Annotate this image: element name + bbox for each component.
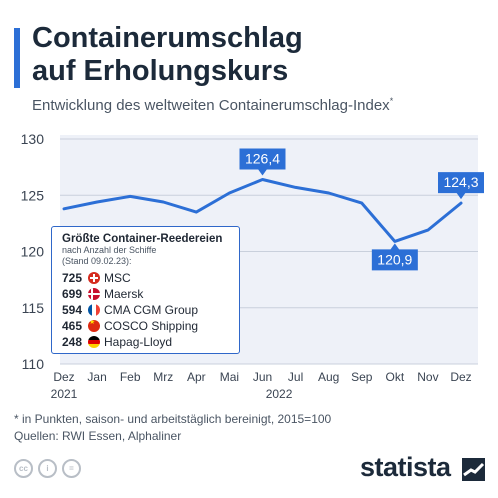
infobox-row-maersk: 699 Maersk [62, 286, 229, 302]
infobox-company: COSCO Shipping [104, 319, 199, 333]
x-axis: Dez Jan Feb Mrz Apr Mai Jun Jul Aug Sep Okt Nov Dez 2… [51, 370, 472, 400]
x-tick-label: Dez [450, 370, 471, 384]
y-tick-label: 125 [21, 187, 45, 203]
y-tick-label: 115 [22, 300, 45, 316]
footnote-definition: * in Punkten, saison- und arbeitstäglich… [14, 412, 332, 426]
data-label-text: 126,4 [245, 151, 280, 167]
chart-title: Containerumschlag auf Erholungskurs [32, 22, 472, 88]
infobox-title: Größte Container-Reedereien [62, 233, 223, 245]
x-tick-label: Jan [87, 370, 106, 384]
data-label-pointer [257, 168, 268, 176]
x-tick-label: Jul [288, 370, 303, 384]
subtitle-text: Entwicklung des weltweiten Containerumsc… [32, 97, 390, 114]
data-label-text: 120,9 [377, 251, 412, 267]
infobox-row-cosco: 465 COSCO Shipping [62, 318, 229, 334]
infobox-count: 465 [62, 319, 83, 333]
china-flag-icon [88, 320, 100, 332]
data-label: 126,4 [239, 148, 286, 176]
y-axis: 110 115 120 125 130 [21, 131, 45, 372]
infobox-row-msc: 725 MSC [62, 270, 229, 286]
license-icons: cc i = [14, 459, 81, 478]
france-flag-icon [88, 304, 100, 316]
x-tick-label: Apr [187, 370, 206, 384]
x-tick-label: Nov [417, 370, 438, 384]
chart-subtitle: Entwicklung des weltweiten Containerumsc… [32, 96, 393, 114]
data-label: 124,3 [438, 172, 484, 200]
data-labels: 126,4 120,9 124,3 [239, 148, 484, 271]
data-label-box [239, 148, 286, 170]
x-tick-label: Sep [351, 370, 373, 384]
switzerland-flag-icon [88, 272, 100, 284]
title-accent-bar [14, 28, 20, 88]
infobox-company: Hapag-Lloyd [104, 335, 173, 349]
title-line-2: auf Erholungskurs [32, 55, 289, 87]
x-tick-label: Feb [120, 370, 141, 384]
infobox-count: 699 [62, 287, 83, 301]
infobox-count: 594 [62, 303, 83, 317]
y-tick-label: 120 [21, 244, 45, 260]
data-label: 120,9 [371, 243, 418, 271]
footnote-sources: Quellen: RWI Essen, Alphaliner [14, 429, 182, 443]
attribution-icon[interactable]: i [38, 459, 57, 478]
data-label-text: 124,3 [443, 174, 478, 190]
title-line-1: Containerumschlag [32, 22, 303, 54]
data-label-pointer [456, 192, 466, 200]
x-tick-label: Mrz [153, 370, 173, 384]
x-tick-label: Aug [318, 370, 339, 384]
x-tick-label: Okt [385, 370, 404, 384]
y-tick-label: 130 [21, 131, 45, 147]
germany-flag-icon [88, 336, 100, 348]
no-derivatives-icon[interactable]: = [62, 459, 81, 478]
data-label-pointer [389, 243, 400, 251]
data-label-box [438, 172, 484, 194]
creative-commons-icon[interactable]: cc [14, 459, 33, 478]
infobox-company: MSC [104, 271, 131, 285]
y-tick-label: 110 [22, 356, 45, 372]
denmark-flag-icon [88, 288, 100, 300]
footnote: * in Punkten, saison- und arbeitstäglich… [14, 411, 331, 445]
x-year-label: 2021 [51, 387, 78, 400]
infobox-subtitle-2: (Stand 09.02.23): [62, 256, 132, 266]
x-tick-label: Jun [253, 370, 272, 384]
infobox-company: CMA CGM Group [104, 303, 199, 317]
x-year-label: 2022 [266, 387, 293, 400]
infobox-row-cma-cgm: 594 CMA CGM Group [62, 302, 229, 318]
series-line [62, 178, 463, 243]
infobox-count: 248 [62, 335, 83, 349]
subtitle-footnote-mark: * [389, 96, 394, 106]
x-tick-label: Mai [220, 370, 239, 384]
statista-logo-icon [462, 458, 485, 481]
data-label-box [371, 249, 418, 271]
infobox-count: 725 [62, 271, 83, 285]
infobox-company: Maersk [104, 287, 144, 301]
infobox-subtitle-1: nach Anzahl der Schiffe [62, 245, 157, 255]
infobox-row-hapag-lloyd: 248 Hapag-Lloyd [62, 334, 229, 350]
statista-logo[interactable]: statista [360, 452, 451, 482]
x-tick-label: Dez [53, 370, 74, 384]
shipping-lines-box: Größte Container-Reedereien nach Anzahl … [51, 226, 240, 354]
